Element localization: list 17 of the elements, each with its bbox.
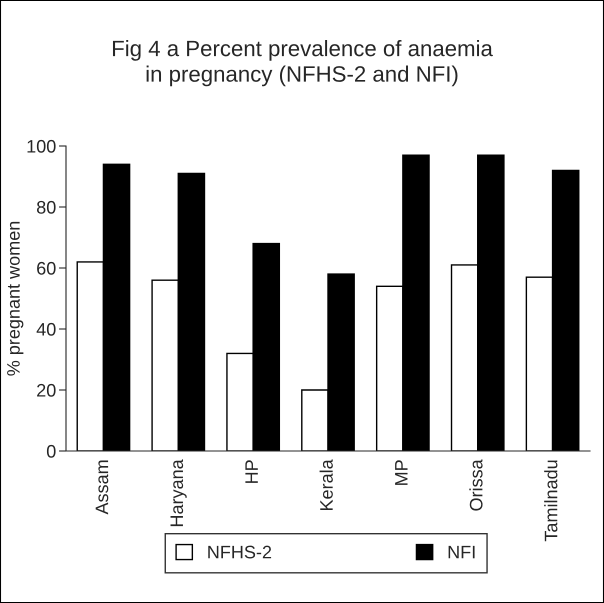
x-tick-label: Kerala [320, 459, 333, 510]
y-tick-label: 80 [36, 200, 56, 214]
x-tick-label: Orissa [469, 459, 483, 511]
x-tick-label: Haryana [170, 459, 187, 526]
x-tick-label: HP [245, 460, 258, 483]
y-tick-label: 40 [36, 322, 56, 336]
y-tick-label: 20 [37, 384, 56, 397]
legend-label: NFHS-2 [208, 546, 272, 558]
y-tick-label: 100 [28, 140, 56, 153]
x-tick-label: Assam [96, 460, 108, 514]
x-tick-label: MP [395, 460, 408, 485]
legend-label: NFI [448, 546, 475, 558]
y-tick-label: 0 [46, 444, 56, 458]
y-tick-label: 60 [37, 262, 56, 275]
y-axis-title: % pregnant women [7, 222, 24, 376]
x-tick-label: Tamilnadu [544, 460, 558, 542]
chart-title: Fig 4 a Percent prevalence of anaemia in pregnancy (NFHS-2 and NFI) [112, 40, 493, 86]
